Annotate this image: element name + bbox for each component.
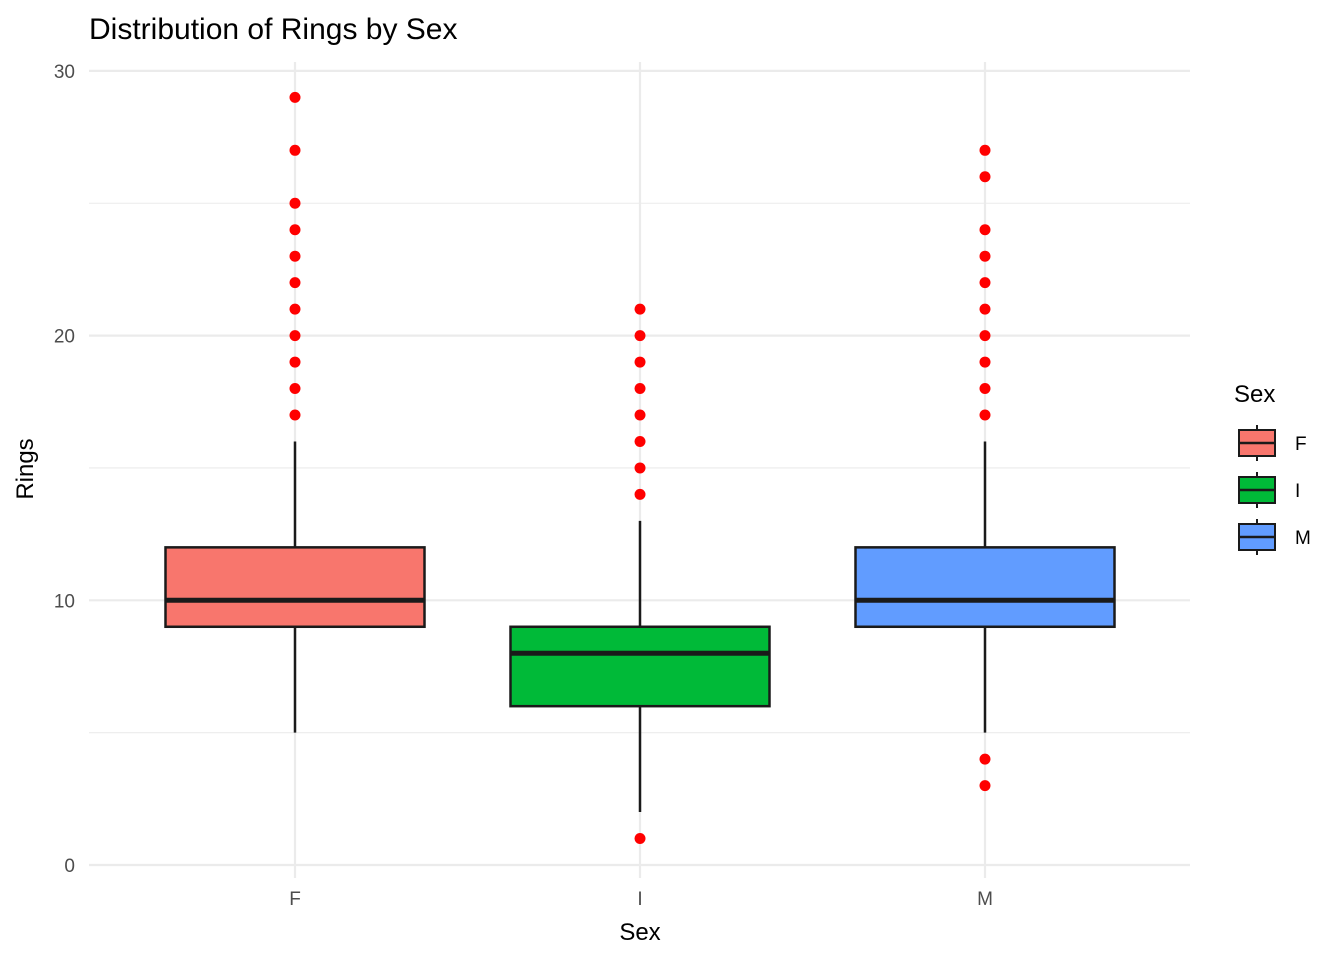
outlier-point xyxy=(979,250,991,262)
y-tick-label: 10 xyxy=(54,591,75,612)
box-F xyxy=(164,441,426,733)
outlier-point xyxy=(634,330,646,342)
legend-item-F: F xyxy=(1238,425,1307,461)
box-M xyxy=(854,441,1116,733)
box-body xyxy=(854,546,1116,629)
y-tick-label: 20 xyxy=(54,327,75,348)
x-tick-label: I xyxy=(637,889,642,910)
outlier-point xyxy=(289,409,301,421)
outlier-point xyxy=(634,462,646,474)
outlier-point xyxy=(979,356,991,368)
outlier-point xyxy=(634,383,646,395)
outlier-point xyxy=(979,224,991,236)
legend-title: Sex xyxy=(1234,381,1275,408)
outlier-point xyxy=(979,780,991,792)
x-tick-label: M xyxy=(977,889,993,910)
outlier-group xyxy=(289,91,991,845)
legend-label: I xyxy=(1295,481,1300,502)
legend-label: M xyxy=(1295,528,1311,549)
outlier-point xyxy=(634,833,646,845)
outlier-point xyxy=(634,409,646,421)
outlier-point xyxy=(289,250,301,262)
outlier-point xyxy=(634,435,646,447)
chart-title: Distribution of Rings by Sex xyxy=(89,13,458,46)
x-axis-title: Sex xyxy=(619,919,660,946)
box-I xyxy=(509,520,771,813)
legend-item-I: I xyxy=(1238,472,1300,508)
outlier-point xyxy=(979,409,991,421)
outlier-point xyxy=(289,383,301,395)
outlier-point xyxy=(289,91,301,103)
outlier-point xyxy=(634,488,646,500)
outlier-point xyxy=(634,303,646,315)
y-axis-title: Rings xyxy=(12,438,39,499)
outlier-point xyxy=(979,171,991,183)
box-body xyxy=(509,625,771,708)
outlier-point xyxy=(289,330,301,342)
box-group xyxy=(164,441,1116,813)
y-tick-label: 0 xyxy=(64,856,75,877)
outlier-point xyxy=(979,383,991,395)
outlier-point xyxy=(289,197,301,209)
outlier-point xyxy=(979,330,991,342)
outlier-point xyxy=(289,277,301,289)
outlier-point xyxy=(979,753,991,765)
outlier-point xyxy=(979,303,991,315)
outlier-point xyxy=(979,277,991,289)
outlier-point xyxy=(289,303,301,315)
box-body xyxy=(164,546,426,629)
legend: Sex F I M xyxy=(1234,381,1311,555)
y-axis-ticks: 0 10 20 30 xyxy=(54,62,75,877)
outlier-point xyxy=(289,144,301,156)
legend-label: F xyxy=(1295,434,1307,455)
legend-item-M: M xyxy=(1238,519,1311,555)
x-tick-label: F xyxy=(289,889,301,910)
outlier-point xyxy=(289,356,301,368)
y-tick-label: 30 xyxy=(54,62,75,83)
outlier-point xyxy=(979,144,991,156)
outlier-point xyxy=(634,356,646,368)
outlier-point xyxy=(289,224,301,236)
